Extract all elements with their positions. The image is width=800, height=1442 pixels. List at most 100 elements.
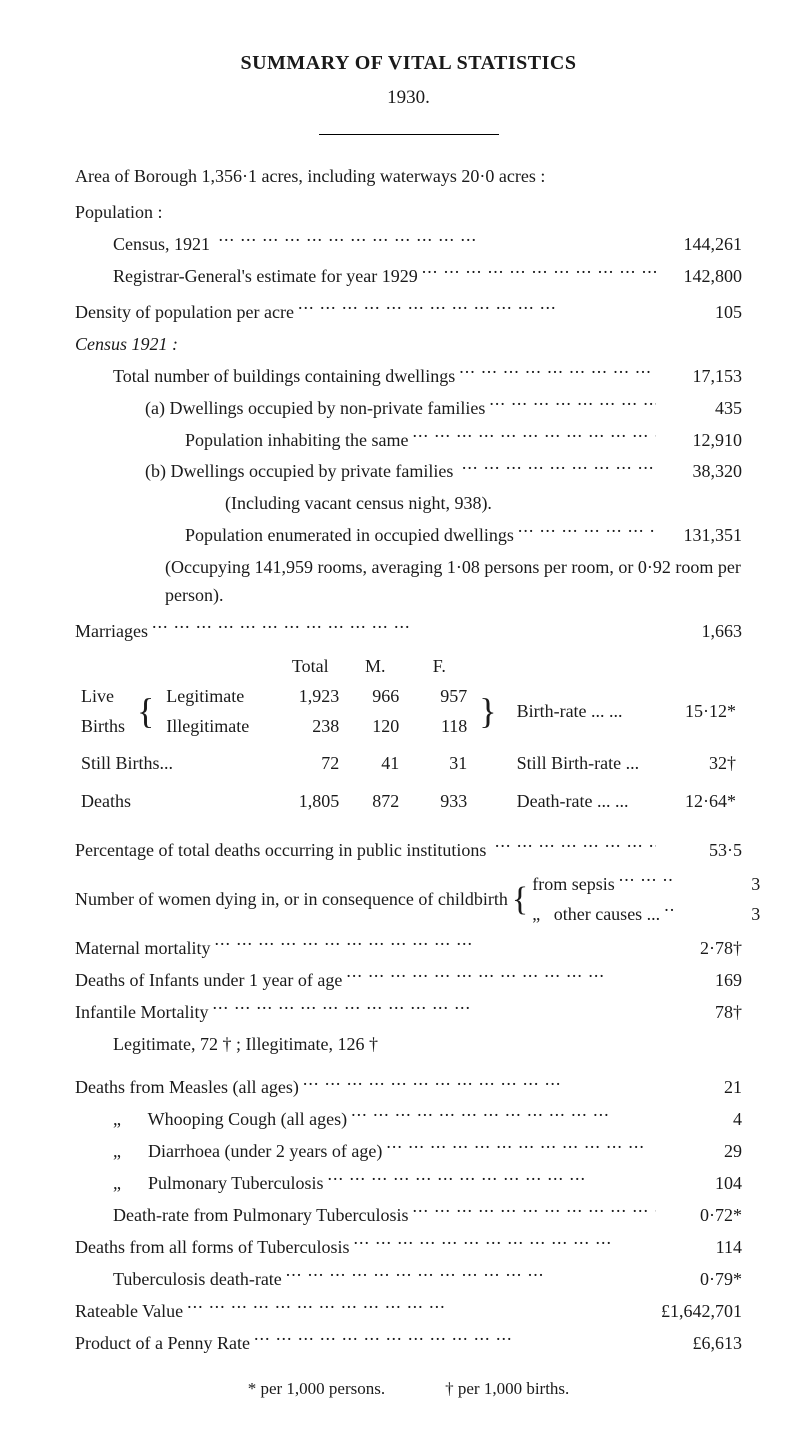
birth-rate-value: 15·12* xyxy=(648,682,742,742)
density-value: 105 xyxy=(660,299,742,327)
tb-dr-value: 0·79* xyxy=(660,1266,742,1294)
census-1921-heading: Census 1921 : xyxy=(75,331,742,359)
still-rate-value: 32† xyxy=(648,749,742,779)
pulm-dr-value: 0·72* xyxy=(660,1202,742,1230)
leader-dots xyxy=(386,1139,656,1157)
row-density: Density of population per acre 105 xyxy=(75,299,742,327)
other-label: „ other causes ... xyxy=(532,901,660,929)
pulm-dr-label: Death-rate from Pulmonary Tuberculosis xyxy=(113,1202,408,1230)
illegit-total: 238 xyxy=(275,712,345,742)
row-buildings: Total number of buildings containing dwe… xyxy=(75,363,742,391)
penny-label: Product of a Penny Rate xyxy=(75,1330,250,1358)
title-rule xyxy=(319,134,499,135)
birth-rate-label: Birth-rate ... ... xyxy=(503,682,648,742)
leader-dots xyxy=(412,428,656,446)
measles-label: Deaths from Measles (all ages) xyxy=(75,1074,299,1102)
pct-label: Percentage of total deaths occurring in … xyxy=(75,837,491,865)
still-births-row: Still Births... 72 41 31 Still Birth-rat… xyxy=(75,749,742,779)
tb-dr-label: Tuberculosis death-rate xyxy=(113,1266,282,1294)
census-value: 144,261 xyxy=(660,231,742,259)
still-total: 72 xyxy=(275,749,345,779)
brace-icon: { xyxy=(508,890,532,910)
births-legit-row: Live { Legitimate 1,923 966 957 } Birth-… xyxy=(75,682,742,712)
live-label-2: Births xyxy=(75,712,131,742)
leader-dots xyxy=(214,936,656,954)
registrar-label: Registrar-General's estimate for year 19… xyxy=(113,263,418,291)
leader-dots xyxy=(212,1000,656,1018)
col-f: F. xyxy=(405,652,473,682)
deaths-row: Deaths 1,805 872 933 Death-rate ... ... … xyxy=(75,787,742,817)
infant-deaths-value: 169 xyxy=(660,967,742,995)
leader-dots xyxy=(462,459,656,477)
leader-dots xyxy=(353,1235,656,1253)
sepsis-label: from sepsis xyxy=(532,871,615,899)
infant-deaths-label: Deaths of Infants under 1 year of age xyxy=(75,967,342,995)
live-label-1: Live xyxy=(75,682,131,712)
rateable-value: £1,642,701 xyxy=(632,1298,742,1326)
still-f: 31 xyxy=(405,749,473,779)
col-m: M. xyxy=(345,652,405,682)
row-women: Number of women dying in, or in conseque… xyxy=(75,869,742,931)
tb-all-value: 114 xyxy=(660,1234,742,1262)
leader-dots xyxy=(518,523,656,541)
leader-dots xyxy=(219,232,656,250)
leader-dots xyxy=(152,619,656,637)
maternal-label: Maternal mortality xyxy=(75,935,210,963)
row-b-pop: Population enumerated in occupied dwelli… xyxy=(75,522,742,550)
deaths-label: Deaths xyxy=(75,787,275,817)
penny-value: £6,613 xyxy=(660,1330,742,1358)
row-a-pop: Population inhabiting the same 12,910 xyxy=(75,427,742,455)
still-rate-label: Still Birth-rate ... xyxy=(503,749,648,779)
row-diarr: „ Diarrhoea (under 2 years of age) 29 xyxy=(75,1138,742,1166)
measles-value: 21 xyxy=(660,1074,742,1102)
footnote-persons: * per 1,000 persons. xyxy=(248,1376,385,1402)
row-measles: Deaths from Measles (all ages) 21 xyxy=(75,1074,742,1102)
still-m: 41 xyxy=(345,749,405,779)
leader-dots xyxy=(351,1107,656,1125)
row-infantile: Infantile Mortality 78† xyxy=(75,999,742,1027)
row-rateable: Rateable Value £1,642,701 xyxy=(75,1298,742,1326)
women-label: Number of women dying in, or in conseque… xyxy=(75,886,508,914)
row-tb-dr: Tuberculosis death-rate 0·79* xyxy=(75,1266,742,1294)
row-census: Census, 1921 144,261 xyxy=(75,231,742,259)
other-value: 3 xyxy=(678,901,760,929)
leader-dots xyxy=(328,1171,656,1189)
footnote-births: † per 1,000 births. xyxy=(445,1376,569,1402)
brace-close-icon: } xyxy=(473,682,502,742)
b-pop-value: 131,351 xyxy=(660,522,742,550)
buildings-label: Total number of buildings containing dwe… xyxy=(113,363,455,391)
infantile-note: Legitimate, 72 † ; Illegitimate, 126 † xyxy=(75,1031,742,1059)
row-other: „ other causes ... 3 xyxy=(532,901,760,929)
area-line: Area of Borough 1,356·1 acres, including… xyxy=(75,163,742,191)
footnotes: * per 1,000 persons. † per 1,000 births. xyxy=(75,1376,742,1402)
a-pop-value: 12,910 xyxy=(660,427,742,455)
row-sepsis: from sepsis 3 xyxy=(532,871,760,899)
marriages-value: 1,663 xyxy=(660,618,742,646)
diarr-value: 29 xyxy=(660,1138,742,1166)
row-b-note: (Including vacant census night, 938). xyxy=(75,490,742,518)
registrar-value: 142,800 xyxy=(660,263,742,291)
births-header-row: Total M. F. xyxy=(75,652,742,682)
row-pulm-dr: Death-rate from Pulmonary Tuberculosis 0… xyxy=(75,1202,742,1230)
population-heading: Population : xyxy=(75,199,742,227)
row-registrar: Registrar-General's estimate for year 19… xyxy=(75,263,742,291)
row-pct: Percentage of total deaths occurring in … xyxy=(75,837,742,865)
marriages-label: Marriages xyxy=(75,618,148,646)
leader-dots xyxy=(422,264,656,282)
leader-dots xyxy=(495,838,656,856)
illegit-label: Illegitimate xyxy=(160,712,275,742)
leader-dots xyxy=(286,1267,656,1285)
census-section-label: Census 1921 : xyxy=(75,331,178,359)
page: SUMMARY OF VITAL STATISTICS 1930. Area o… xyxy=(0,0,800,1442)
row-marriages: Marriages 1,663 xyxy=(75,618,742,646)
leader-dots xyxy=(254,1331,656,1349)
b-label: (b) Dwellings occupied by private famili… xyxy=(145,458,458,486)
brace-icon: { xyxy=(131,682,160,742)
row-pulm: „ Pulmonary Tuberculosis 104 xyxy=(75,1170,742,1198)
row-tb-all: Deaths from all forms of Tuberculosis 11… xyxy=(75,1234,742,1262)
leader-dots xyxy=(298,300,656,318)
row-a: (a) Dwellings occupied by non-private fa… xyxy=(75,395,742,423)
leader-dots xyxy=(619,872,674,890)
deaths-f: 933 xyxy=(405,787,473,817)
whoop-value: 4 xyxy=(660,1106,742,1134)
